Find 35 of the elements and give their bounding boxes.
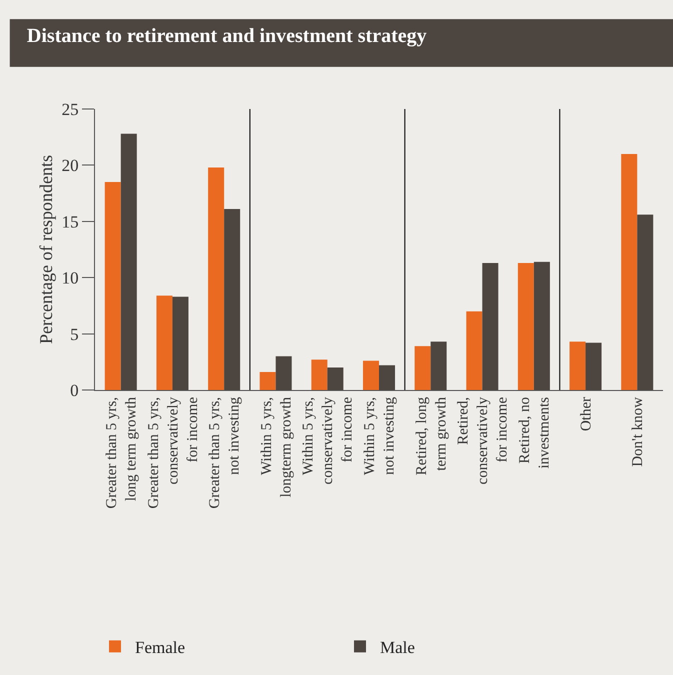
bar	[518, 262, 534, 390]
bar	[621, 154, 638, 390]
bar	[260, 372, 276, 390]
bar	[224, 209, 240, 390]
bar	[276, 356, 292, 390]
legend-label: Male	[380, 638, 415, 658]
bar	[208, 167, 224, 390]
y-tick-label: 25	[62, 100, 79, 119]
bar	[362, 360, 379, 390]
y-tick-label: 15	[62, 212, 79, 232]
y-tick-label: 20	[62, 156, 79, 176]
chart-title: Distance to retirement and investment strategy	[26, 25, 427, 48]
y-tick-label: 0	[70, 380, 79, 400]
bar	[104, 182, 121, 390]
bar	[379, 365, 396, 390]
bar	[156, 296, 172, 390]
bar	[570, 342, 586, 390]
y-tick-label: 5	[70, 324, 79, 344]
bar	[534, 262, 550, 390]
y-axis-title: Percentage of respondents	[36, 155, 56, 344]
bar	[430, 342, 447, 390]
bar	[120, 134, 137, 390]
legend-label: Female	[135, 638, 186, 658]
bar	[414, 346, 431, 390]
y-tick-label: 10	[62, 268, 79, 288]
bar	[482, 262, 498, 390]
bar	[466, 311, 482, 390]
x-tick-label: Other	[578, 397, 594, 432]
bar	[327, 368, 344, 390]
bar	[586, 342, 602, 390]
bar	[637, 214, 654, 390]
x-tick-label: Greater than 5 yrs, long term growth	[104, 396, 140, 509]
bar	[311, 360, 328, 390]
x-tick-label: Don't know	[630, 396, 646, 467]
bar	[172, 296, 188, 390]
